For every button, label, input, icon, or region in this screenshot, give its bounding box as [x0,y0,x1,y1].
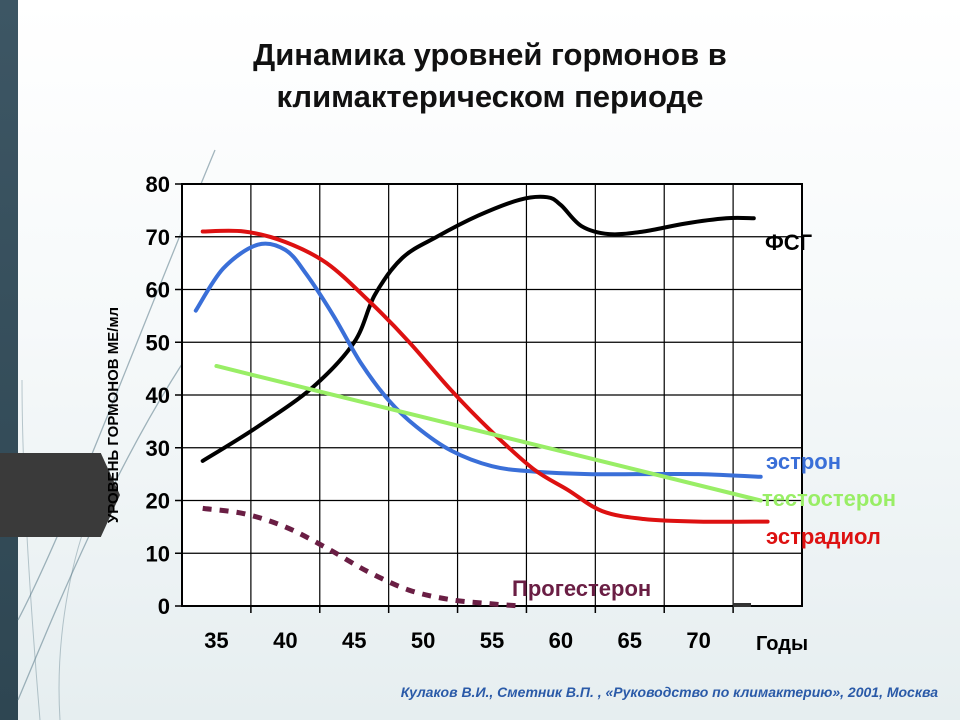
series-label: Прогестерон [512,576,651,601]
chart-labels: ФСГ эстрон эстрадиол тестостерон Прогестерон [512,230,896,601]
y-tick-label: 60 [146,278,170,303]
x-tick-label: 50 [411,628,435,653]
y-tick-label: 40 [146,383,170,408]
series-line [193,241,763,479]
series-line [214,363,763,503]
x-tick-label: 70 [686,628,710,653]
series-line [200,194,756,463]
x-axis-label: Годы [756,633,808,655]
y-tick-label: 30 [146,436,170,461]
x-tick-label: 55 [480,628,504,653]
slide-left-bar [0,0,18,720]
slide-side-tab [0,453,120,537]
chart-grid [182,184,802,606]
y-tick-label: 50 [146,330,170,355]
slide-title: Динамика уровней гормонов в климактериче… [150,34,830,118]
series-label: эстрадиол [766,524,881,549]
y-tick-label: 10 [146,541,170,566]
x-tick-label: 40 [273,628,297,653]
x-tick-label: 60 [549,628,573,653]
y-axis-label: УРОВЕНЬ ГОРМОНОВ МЕ/мл [105,307,122,523]
y-tick-label: 80 [146,172,170,197]
x-tick-label: 35 [204,628,228,653]
series-line [202,505,520,609]
title-line-1: Динамика уровней гормонов в [253,37,727,72]
source-citation: Кулаков В.И., Сметник В.П. , «Руководств… [400,684,938,700]
y-tick-label: 20 [146,489,170,514]
series-label: ФСГ [765,230,813,255]
y-tick-label: 0 [158,594,170,619]
series-label: эстрон [766,449,841,474]
series-label: тестостерон [762,486,896,511]
x-tick-label: 65 [618,628,642,653]
series-line [200,228,770,524]
swoosh-line-3 [21,379,41,720]
y-tick-label: 70 [146,225,170,250]
title-line-2: климактерическом периоде [276,79,704,114]
chart-series [193,194,770,609]
x-tick-label: 45 [342,628,366,653]
chart-axes: 0 10 20 30 40 50 60 70 80 35 40 45 50 55 60 65 70 Годы УРО… [105,172,808,655]
